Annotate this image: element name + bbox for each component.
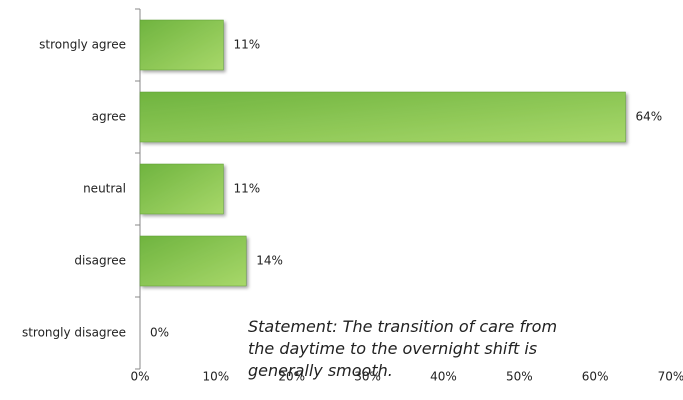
y-tick-label: strongly disagree — [22, 326, 126, 340]
data-label: 64% — [635, 110, 662, 124]
y-tick-label: agree — [92, 110, 126, 124]
x-tick-label: 0% — [130, 370, 149, 384]
bar — [139, 235, 247, 287]
x-tick-label: 60% — [582, 370, 609, 384]
x-tick-label: 10% — [203, 370, 230, 384]
data-label: 11% — [233, 182, 260, 196]
data-label: 14% — [256, 254, 283, 268]
annotation-box: Statement: The transition of care from t… — [248, 317, 558, 380]
bar — [139, 19, 224, 71]
bar — [139, 91, 626, 143]
data-label: 11% — [233, 38, 260, 52]
x-tick-label: 40% — [430, 370, 457, 384]
x-tick-label: 50% — [506, 370, 533, 384]
y-tick-label: disagree — [74, 254, 126, 268]
x-tick-label: 30% — [354, 370, 381, 384]
y-tick-label: neutral — [83, 182, 126, 196]
x-tick-label: 70% — [658, 370, 683, 384]
data-label: 0% — [150, 326, 169, 340]
bar — [139, 163, 224, 215]
y-tick-label: strongly agree — [39, 38, 126, 52]
x-tick-label: 20% — [278, 370, 305, 384]
annotation: Statement: The transition of care from t… — [248, 317, 558, 380]
